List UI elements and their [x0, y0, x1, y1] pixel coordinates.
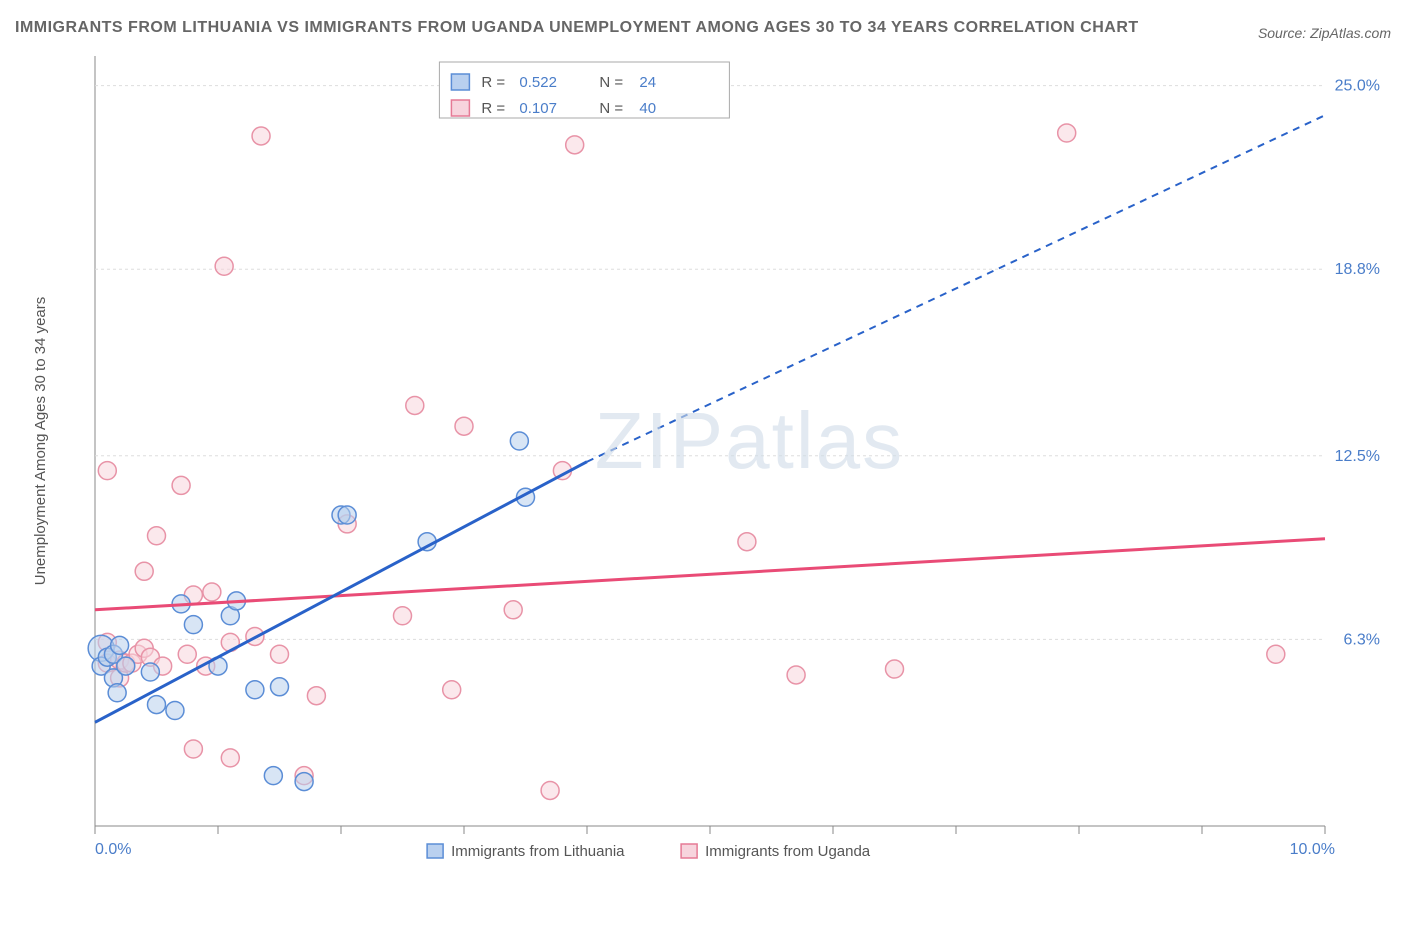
svg-text:10.0%: 10.0%	[1290, 841, 1335, 858]
source-label: Source: ZipAtlas.com	[1258, 25, 1391, 41]
svg-text:40: 40	[639, 100, 656, 117]
svg-text:Immigrants from Lithuania: Immigrants from Lithuania	[451, 843, 625, 860]
svg-text:0.107: 0.107	[519, 100, 557, 117]
svg-text:24: 24	[639, 74, 656, 91]
header: IMMIGRANTS FROM LITHUANIA VS IMMIGRANTS …	[15, 15, 1391, 41]
svg-text:12.5%: 12.5%	[1335, 447, 1380, 464]
scatter-chart: 25.0% 18.8% 12.5% 6.3% 0.0% 10.0% Unemployment…	[15, 51, 1391, 881]
svg-text:R =: R =	[481, 100, 505, 117]
svg-text:25.0%: 25.0%	[1335, 77, 1380, 94]
svg-text:Immigrants from Uganda: Immigrants from Uganda	[705, 843, 871, 860]
svg-text:N =: N =	[599, 100, 623, 117]
chart-area: 25.0% 18.8% 12.5% 6.3% 0.0% 10.0% Unemployment…	[15, 51, 1391, 881]
svg-text:6.3%: 6.3%	[1344, 631, 1380, 648]
svg-text:0.0%: 0.0%	[95, 841, 131, 858]
chart-title: IMMIGRANTS FROM LITHUANIA VS IMMIGRANTS …	[15, 15, 1139, 41]
svg-text:Unemployment Among Ages 30 to: Unemployment Among Ages 30 to 34 years	[32, 296, 49, 585]
svg-text:18.8%: 18.8%	[1335, 261, 1380, 278]
svg-text:0.522: 0.522	[519, 74, 557, 91]
svg-text:R =: R =	[481, 74, 505, 91]
svg-text:N =: N =	[599, 74, 623, 91]
